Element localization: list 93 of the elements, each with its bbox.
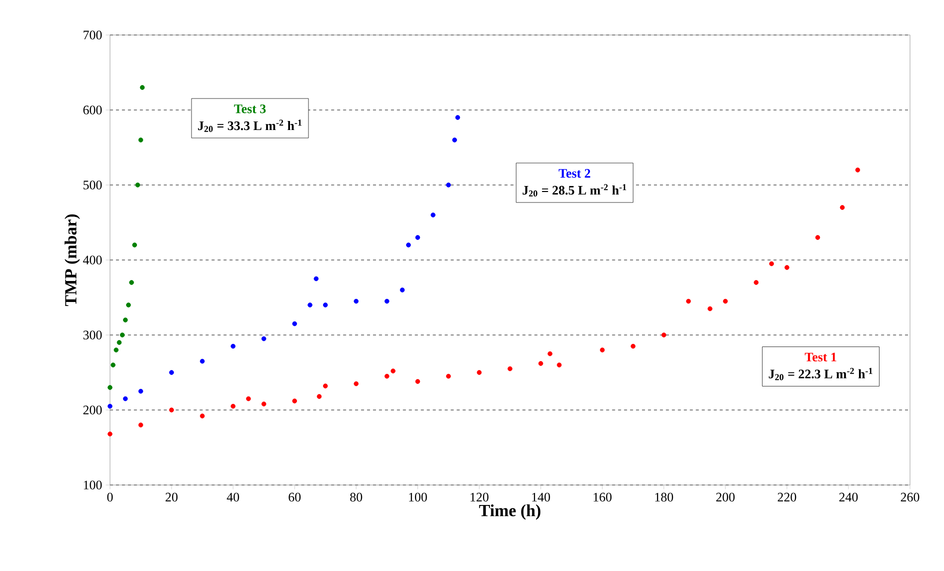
x-axis-title: Time (h) bbox=[479, 504, 540, 520]
point bbox=[292, 321, 298, 326]
point bbox=[116, 340, 122, 345]
point bbox=[600, 348, 605, 352]
x-tick-label: 160 bbox=[594, 492, 612, 502]
x-tick-label: 140 bbox=[532, 492, 550, 502]
annotation: J$_{20}$ = 33.3 L m$^{-2}$ h$^{-1}$ bbox=[198, 120, 302, 132]
point bbox=[322, 384, 328, 388]
point bbox=[138, 422, 144, 428]
annotation: J$_{20}$ = 28.5 L m$^{-2}$ h$^{-1}$ bbox=[522, 184, 626, 197]
point bbox=[108, 404, 112, 409]
point bbox=[122, 396, 128, 402]
point bbox=[400, 288, 405, 292]
text: Test 2 bbox=[558, 168, 590, 178]
annotation: J$_{20}$ = 22.3 L m$^{-2}$ h$^{-1}$ bbox=[768, 368, 872, 380]
x-tick-label: 60 bbox=[288, 492, 301, 502]
text: Test 1 bbox=[804, 352, 836, 362]
x-tick-label: 220 bbox=[778, 492, 796, 502]
point bbox=[508, 366, 512, 372]
x-tick-label: 100 bbox=[409, 492, 427, 502]
x-tick-label: 240 bbox=[839, 492, 858, 502]
point bbox=[723, 298, 728, 304]
point bbox=[132, 242, 138, 248]
x-tick-label: 120 bbox=[470, 492, 488, 502]
point bbox=[384, 298, 390, 304]
point bbox=[126, 302, 131, 308]
x-tick-label: 0 bbox=[107, 492, 113, 502]
point bbox=[686, 298, 691, 304]
y-tick-label: 500 bbox=[84, 180, 102, 190]
y-tick-label: 300 bbox=[83, 330, 102, 340]
point bbox=[140, 85, 145, 90]
point bbox=[446, 374, 451, 379]
y-tick-label: 400 bbox=[83, 256, 102, 264]
point bbox=[548, 351, 552, 356]
point bbox=[261, 402, 266, 406]
point bbox=[129, 280, 134, 285]
point bbox=[754, 280, 759, 285]
text: Test 3 bbox=[234, 104, 266, 114]
point bbox=[230, 344, 236, 349]
point bbox=[452, 138, 458, 142]
point bbox=[840, 205, 845, 210]
x-tick-label: 260 bbox=[900, 492, 920, 502]
point bbox=[430, 212, 436, 218]
point bbox=[415, 379, 420, 384]
point bbox=[708, 306, 712, 312]
x-tick-label: 180 bbox=[655, 492, 674, 502]
point bbox=[200, 358, 205, 364]
point bbox=[138, 138, 144, 142]
y-tick-label: 600 bbox=[83, 106, 102, 114]
point bbox=[292, 398, 298, 404]
point bbox=[169, 408, 174, 412]
point bbox=[354, 298, 359, 304]
point bbox=[415, 235, 420, 240]
x-tick-label: 20 bbox=[166, 492, 178, 502]
point bbox=[108, 432, 112, 436]
point bbox=[384, 374, 390, 379]
point bbox=[455, 115, 460, 120]
point bbox=[769, 261, 774, 266]
point bbox=[114, 348, 119, 352]
point bbox=[390, 368, 396, 374]
point bbox=[110, 362, 116, 368]
point bbox=[314, 276, 319, 282]
point bbox=[446, 182, 451, 188]
point bbox=[538, 361, 544, 366]
y-tick-label: 700 bbox=[84, 30, 102, 40]
point bbox=[322, 302, 328, 308]
point bbox=[784, 265, 790, 270]
point bbox=[230, 404, 236, 409]
point bbox=[108, 385, 112, 390]
point bbox=[122, 318, 128, 322]
y-axis-title: TMP (mbar) bbox=[64, 214, 80, 306]
point bbox=[120, 332, 125, 338]
point bbox=[316, 394, 322, 399]
point bbox=[246, 396, 251, 402]
point bbox=[308, 302, 312, 308]
y-tick-label: 200 bbox=[83, 406, 102, 414]
point bbox=[406, 242, 411, 248]
point bbox=[630, 344, 636, 349]
x-tick-label: 80 bbox=[350, 492, 362, 502]
point bbox=[815, 235, 820, 240]
point bbox=[169, 370, 174, 375]
y-tick-label: 100 bbox=[84, 480, 102, 490]
point bbox=[855, 168, 860, 172]
point bbox=[556, 362, 562, 368]
point bbox=[261, 336, 266, 342]
x-tick-label: 40 bbox=[226, 492, 240, 502]
x-tick-label: 200 bbox=[716, 492, 735, 502]
point bbox=[138, 388, 144, 394]
point bbox=[476, 370, 482, 375]
point bbox=[661, 332, 666, 338]
point bbox=[200, 414, 205, 418]
point bbox=[354, 381, 359, 386]
point bbox=[135, 182, 140, 188]
